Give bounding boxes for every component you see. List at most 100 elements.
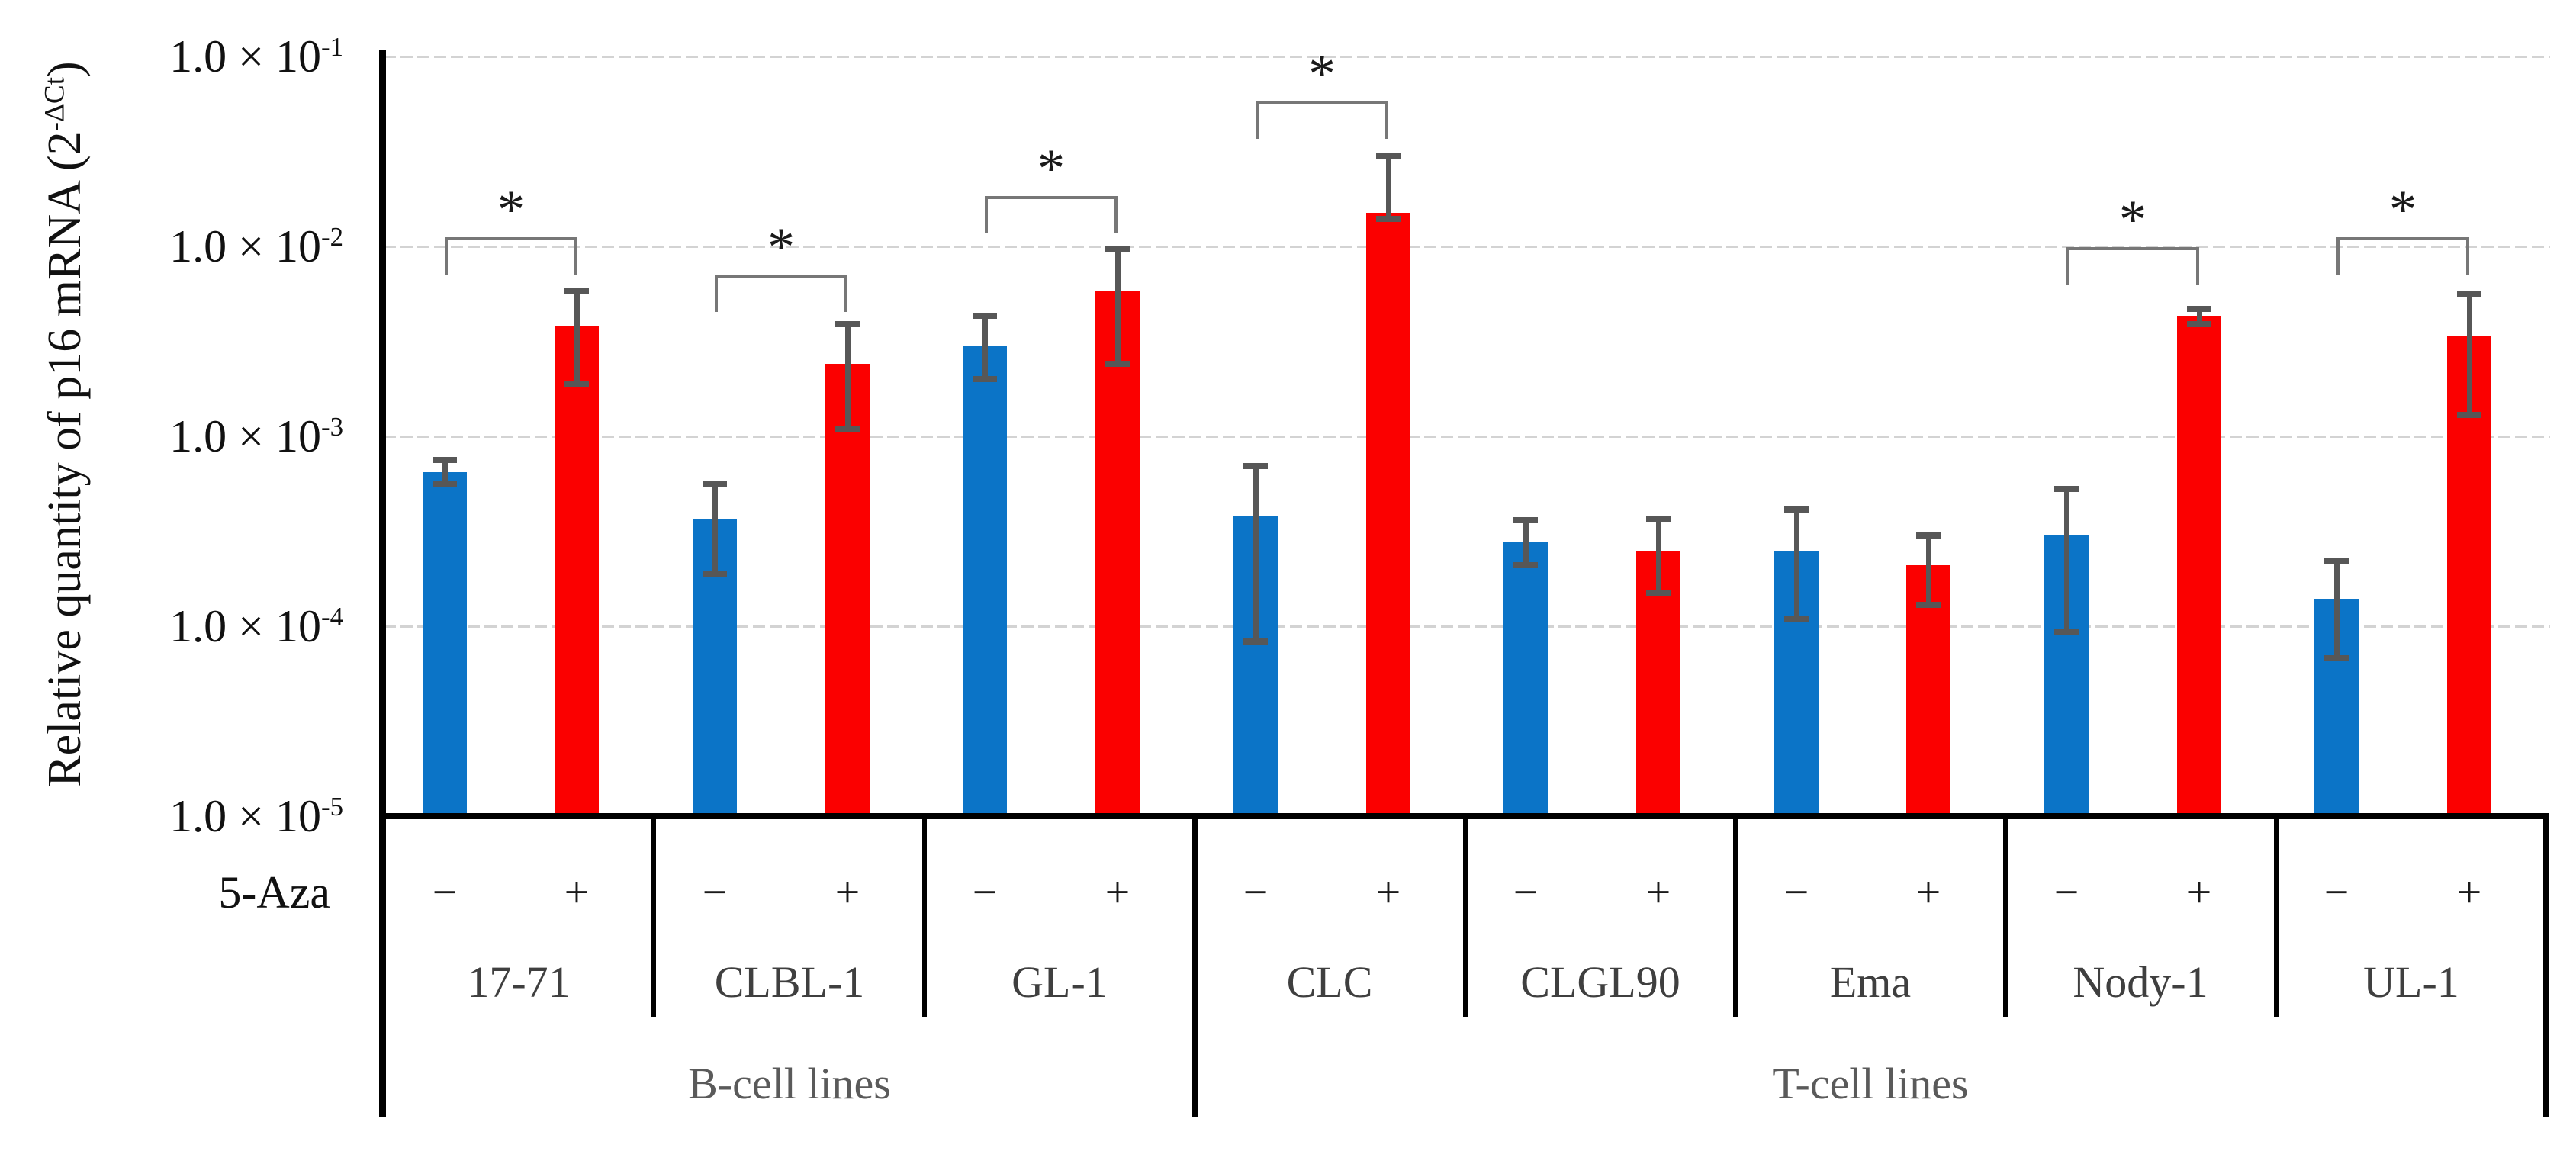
error-cap-top-plus-Nody-1 [2187, 306, 2211, 312]
error-cap-top-plus-CLBL-1 [835, 321, 860, 327]
error-bar-plus-CLGL90 [1656, 519, 1661, 593]
group-divider-5 [1733, 816, 1738, 1017]
y-gridline--4 [384, 625, 2550, 628]
error-cap-top-minus-Ema [1784, 506, 1809, 513]
treatment-sign-minus-CLBL-1: − [702, 867, 728, 917]
error-cap-bottom-minus-Ema [1784, 616, 1809, 622]
sig-bracket-tick-right-Nody-1 [2196, 249, 2199, 285]
treatment-sign-plus-Ema: + [1915, 867, 1941, 917]
error-cap-top-plus-GL-1 [1105, 246, 1130, 252]
bar-plus-CLC [1366, 213, 1410, 813]
error-cap-bottom-plus-GL-1 [1105, 361, 1130, 367]
category-label-UL-1: UL-1 [2363, 957, 2459, 1007]
treatment-sign-plus-Nody-1: + [2186, 867, 2212, 917]
treatment-row-label: 5-Aza [218, 867, 330, 918]
sig-star-CLBL-1: * [767, 217, 795, 278]
bar-plus-GL-1 [1095, 291, 1140, 813]
error-cap-bottom-minus-Nody-1 [2054, 629, 2079, 635]
sig-bracket-17-71 [445, 237, 577, 240]
error-bar-plus-Ema [1926, 535, 1931, 604]
category-label-Ema: Ema [1829, 957, 1912, 1007]
error-cap-bottom-minus-CLGL90 [1513, 562, 1538, 568]
sig-bracket-tick-left-CLBL-1 [715, 276, 718, 312]
sig-star-GL-1: * [1037, 138, 1065, 199]
error-bar-plus-Nody-1 [2197, 309, 2202, 324]
y-tick-label--5: 1.0 × 10-5 [169, 791, 343, 841]
sig-bracket-Nody-1 [2066, 247, 2199, 250]
y-tick-label--1: 1.0 × 10-1 [169, 31, 343, 82]
error-cap-bottom-minus-UL-1 [2324, 655, 2349, 661]
sig-star-17-71: * [497, 179, 525, 240]
error-cap-bottom-plus-CLC [1376, 216, 1401, 222]
sig-bracket-tick-left-Nody-1 [2066, 249, 2069, 285]
sig-bracket-CLBL-1 [715, 275, 847, 278]
error-bar-plus-CLBL-1 [845, 324, 851, 429]
error-cap-top-plus-CLC [1376, 153, 1401, 159]
category-label-CLGL90: CLGL90 [1520, 957, 1680, 1007]
group-divider-6 [2003, 816, 2008, 1017]
error-cap-top-minus-GL-1 [973, 313, 997, 319]
category-label-CLC: CLC [1286, 957, 1373, 1007]
error-bar-plus-GL-1 [1115, 249, 1121, 364]
y-gridline--3 [384, 436, 2550, 438]
error-cap-bottom-minus-CLBL-1 [703, 571, 727, 577]
sig-bracket-tick-left-GL-1 [985, 198, 988, 233]
category-label-Nody-1: Nody-1 [2073, 957, 2208, 1007]
error-cap-bottom-minus-17-71 [433, 481, 457, 487]
error-bar-minus-UL-1 [2334, 561, 2340, 658]
category-label-CLBL-1: CLBL-1 [714, 957, 865, 1007]
sig-bracket-CLC [1256, 101, 1388, 104]
y-tick-label--2: 1.0 × 10-2 [169, 221, 343, 272]
treatment-sign-minus-CLC: − [1243, 867, 1269, 917]
error-cap-bottom-plus-Ema [1916, 602, 1941, 608]
sig-bracket-tick-left-UL-1 [2336, 239, 2340, 275]
treatment-sign-minus-Ema: − [1783, 867, 1809, 917]
error-bar-minus-CLC [1253, 466, 1259, 642]
treatment-sign-plus-17-71: + [564, 867, 590, 917]
error-bar-plus-CLC [1386, 156, 1391, 218]
y-tick-label--4: 1.0 × 10-4 [169, 601, 343, 651]
error-cap-bottom-minus-CLC [1243, 638, 1268, 645]
sig-star-UL-1: * [2389, 179, 2417, 240]
sig-bracket-tick-left-CLC [1256, 103, 1259, 139]
group-divider-2 [922, 816, 927, 1017]
sig-bracket-tick-right-UL-1 [2466, 239, 2469, 275]
class-divider-3 [1192, 816, 1198, 1117]
sig-bracket-tick-right-17-71 [574, 239, 577, 275]
error-bar-plus-UL-1 [2467, 294, 2472, 415]
treatment-sign-minus-UL-1: − [2324, 867, 2349, 917]
error-cap-bottom-plus-17-71 [564, 381, 589, 387]
treatment-sign-plus-GL-1: + [1105, 867, 1130, 917]
treatment-sign-minus-17-71: − [432, 867, 458, 917]
sig-bracket-tick-right-CLBL-1 [844, 276, 847, 312]
group-divider-7 [2274, 816, 2279, 1017]
error-cap-top-minus-CLC [1243, 463, 1268, 469]
error-cap-top-minus-Nody-1 [2054, 486, 2079, 492]
error-cap-top-minus-CLBL-1 [703, 481, 727, 487]
y-axis-line [379, 50, 386, 1117]
error-cap-top-plus-CLGL90 [1646, 516, 1671, 522]
treatment-sign-minus-Nody-1: − [2053, 867, 2079, 917]
error-cap-top-plus-17-71 [564, 288, 589, 294]
error-cap-bottom-plus-CLGL90 [1646, 590, 1671, 596]
error-bar-minus-Nody-1 [2064, 489, 2069, 632]
sig-bracket-tick-right-CLC [1385, 103, 1388, 139]
bar-plus-Nody-1 [2177, 316, 2221, 813]
error-bar-minus-Ema [1794, 510, 1799, 618]
group-divider-1 [651, 816, 656, 1017]
error-cap-bottom-plus-CLBL-1 [835, 426, 860, 432]
error-cap-bottom-minus-GL-1 [973, 376, 997, 382]
sig-bracket-UL-1 [2336, 237, 2469, 240]
y-gridline--2 [384, 246, 2550, 248]
error-bar-minus-17-71 [442, 460, 448, 484]
treatment-sign-plus-CLC: + [1375, 867, 1401, 917]
error-bar-plus-17-71 [574, 291, 580, 384]
error-cap-bottom-plus-Nody-1 [2187, 321, 2211, 327]
bar-minus-CLGL90 [1503, 542, 1548, 813]
sig-star-Nody-1: * [2119, 189, 2147, 250]
treatment-sign-plus-CLGL90: + [1645, 867, 1671, 917]
treatment-sign-minus-GL-1: − [972, 867, 998, 917]
error-bar-minus-CLBL-1 [712, 484, 718, 574]
group-divider-4 [1463, 816, 1468, 1017]
